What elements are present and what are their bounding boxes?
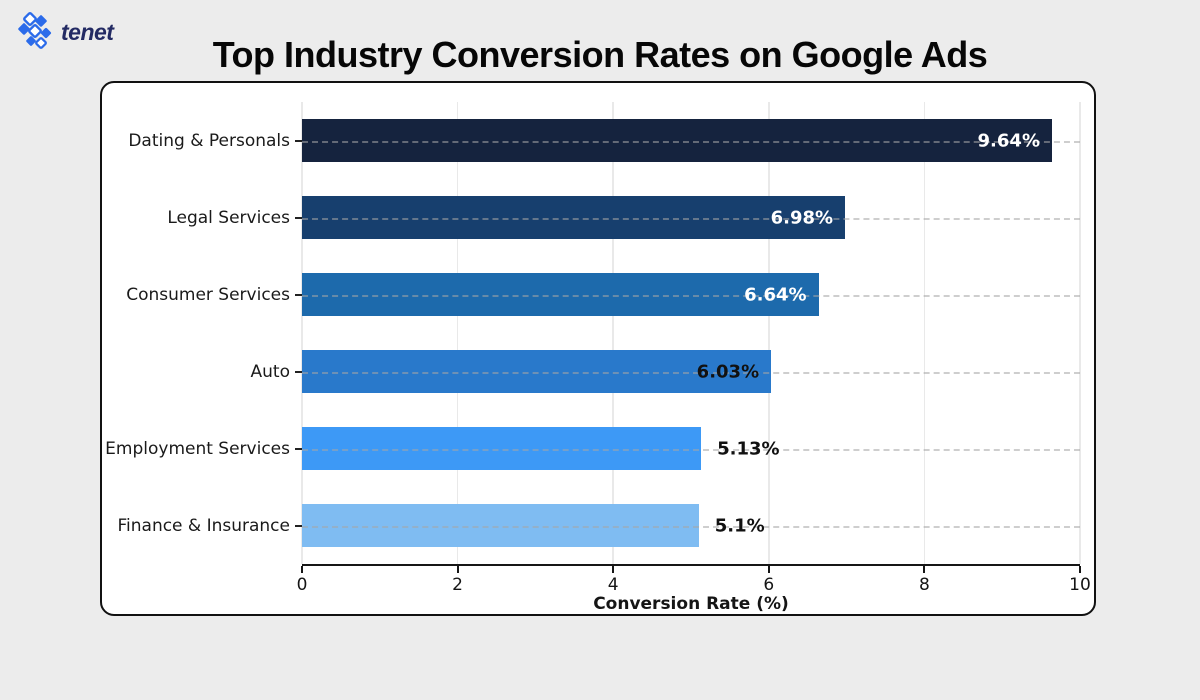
value-label: 6.98% — [770, 207, 834, 228]
horizontal-dashed-gridline — [302, 525, 1080, 528]
chart-card: Dating & Personals 9.64% Legal Services 6.9… — [100, 81, 1096, 616]
x-tick-mark — [301, 566, 303, 573]
vertical-gridline — [456, 102, 459, 564]
x-tick-label: 0 — [296, 575, 308, 595]
y-tick-mark — [295, 139, 302, 142]
value-label: 6.03% — [696, 361, 760, 382]
value-label: 5.13% — [717, 438, 780, 459]
plot-area: Dating & Personals 9.64% Legal Services 6.9… — [105, 102, 1081, 564]
x-tick-mark — [1079, 566, 1081, 573]
y-tick-mark — [295, 524, 302, 527]
vertical-gridline — [1079, 102, 1081, 564]
category-label: Auto — [250, 361, 290, 382]
x-tick-label: 8 — [918, 575, 930, 595]
bar-row: Auto 6.03% — [251, 333, 1080, 410]
category-label: Dating & Personals — [128, 130, 290, 151]
y-tick-mark — [295, 370, 302, 373]
x-tick-label: 6 — [763, 575, 775, 595]
x-axis-title: Conversion Rate (%) — [593, 594, 789, 614]
y-tick-mark — [295, 447, 302, 450]
category-label: Employment Services — [105, 438, 290, 459]
horizontal-dashed-gridline — [302, 448, 1080, 451]
vertical-gridline — [768, 102, 770, 564]
horizontal-dashed-gridline — [302, 140, 1080, 143]
y-tick-mark — [295, 293, 302, 296]
x-tick-mark — [456, 566, 459, 573]
category-label: Legal Services — [167, 207, 290, 228]
x-tick-label: 4 — [607, 575, 619, 595]
tenet-logo-text: tenet — [61, 18, 114, 45]
x-axis-line — [302, 564, 1080, 566]
x-tick-mark — [923, 566, 926, 573]
bar-row: Finance & Insurance 5.1% — [117, 487, 1080, 564]
value-label: 5.1% — [714, 515, 765, 536]
horizontal-dashed-gridline — [302, 371, 1080, 374]
tenet-logo-icon — [18, 12, 52, 49]
x-tick-mark — [612, 566, 615, 573]
bar-row: Dating & Personals 9.64% — [128, 102, 1080, 179]
bar-row: Employment Services 5.13% — [105, 410, 1080, 487]
bar-row: Consumer Services 6.64% — [126, 256, 1080, 333]
tenet-logo: tenet — [18, 12, 114, 52]
x-tick-label: 10 — [1069, 575, 1091, 595]
x-tick-mark — [767, 566, 770, 573]
x-tick-label: 2 — [452, 575, 464, 595]
vertical-gridline — [923, 102, 926, 564]
category-label: Finance & Insurance — [117, 515, 290, 536]
value-label: 6.64% — [744, 284, 807, 305]
value-label: 9.64% — [977, 130, 1040, 151]
vertical-gridline — [612, 102, 614, 564]
y-tick-mark — [295, 216, 302, 219]
vertical-gridline — [301, 102, 303, 564]
horizontal-dashed-gridline — [302, 294, 1080, 297]
bar-row: Legal Services 6.98% — [167, 179, 1080, 256]
horizontal-dashed-gridline — [302, 217, 1080, 220]
chart-title: Top Industry Conversion Rates on Google … — [212, 34, 988, 75]
category-label: Consumer Services — [126, 284, 290, 305]
